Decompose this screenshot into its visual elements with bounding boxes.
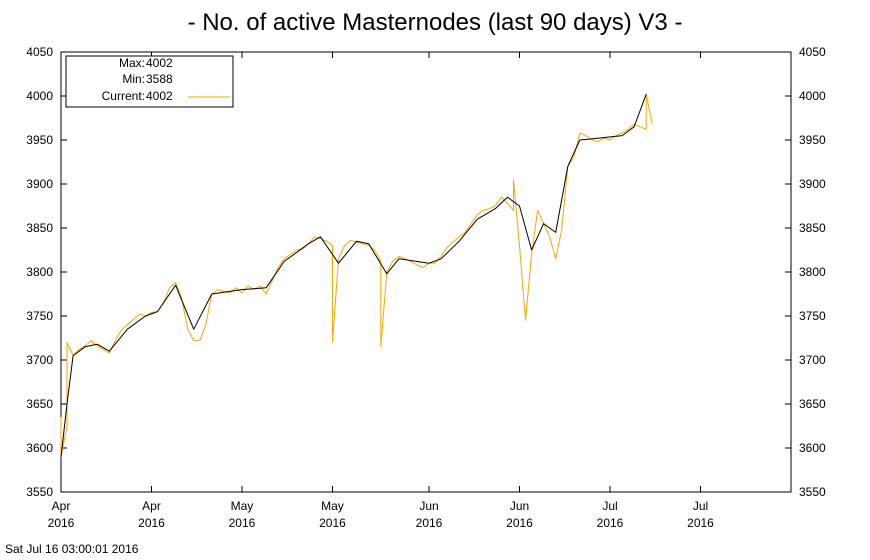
legend-max-label: Max: bbox=[119, 56, 145, 70]
y-tick-label-right: 3800 bbox=[799, 265, 826, 279]
x-tick-label-month: Apr bbox=[142, 499, 161, 513]
legend-min-value: 3588 bbox=[146, 72, 173, 86]
chart-title: - No. of active Masternodes (last 90 day… bbox=[188, 9, 683, 36]
y-tick-label-left: 3800 bbox=[26, 265, 53, 279]
x-tick-label-year: 2016 bbox=[319, 516, 346, 530]
x-tick-label-month: May bbox=[231, 499, 254, 513]
series-trend-line bbox=[60, 94, 647, 457]
x-tick-label-month: Apr bbox=[52, 499, 71, 513]
x-tick-label-year: 2016 bbox=[416, 516, 443, 530]
series-layer bbox=[60, 93, 653, 458]
x-tick-label-year: 2016 bbox=[597, 516, 624, 530]
y-tick-label-right: 4050 bbox=[799, 45, 826, 59]
footer-timestamp: Sat Jul 16 03:00:01 2016 bbox=[5, 542, 139, 556]
x-tick-label-year: 2016 bbox=[229, 516, 256, 530]
y-tick-label-right: 3600 bbox=[799, 441, 826, 455]
y-tick-label-right: 3950 bbox=[799, 133, 826, 147]
x-tick-label-year: 2016 bbox=[687, 516, 714, 530]
y-tick-label-left: 3550 bbox=[26, 485, 53, 499]
x-tick-label-year: 2016 bbox=[138, 516, 165, 530]
legend-current-label: Current: bbox=[102, 89, 145, 103]
y-tick-label-right: 3900 bbox=[799, 177, 826, 191]
y-tick-label-right: 4000 bbox=[799, 89, 826, 103]
y-tick-label-right: 3750 bbox=[799, 309, 826, 323]
y-tick-label-left: 4050 bbox=[26, 45, 53, 59]
y-tick-label-right: 3650 bbox=[799, 397, 826, 411]
legend: Max: 4002 Min: 3588 Current: 4002 bbox=[65, 55, 234, 108]
axis-ticks: 3550 3550 3600 3600 3650 3650 3700 3700 3750 3750… bbox=[26, 45, 826, 530]
y-tick-label-left: 3750 bbox=[26, 309, 53, 323]
y-tick-label-right: 3700 bbox=[799, 353, 826, 367]
legend-current-value: 4002 bbox=[146, 89, 173, 103]
x-tick-label-month: Jun bbox=[419, 499, 438, 513]
x-tick-label-month: May bbox=[321, 499, 344, 513]
y-tick-label-left: 3850 bbox=[26, 221, 53, 235]
x-tick-label-year: 2016 bbox=[48, 516, 75, 530]
y-tick-label-left: 3700 bbox=[26, 353, 53, 367]
legend-box bbox=[65, 55, 234, 108]
y-tick-label-left: 3900 bbox=[26, 177, 53, 191]
legend-min-label: Min: bbox=[122, 72, 145, 86]
plot-frame bbox=[60, 51, 792, 493]
y-tick-label-left: 3600 bbox=[26, 441, 53, 455]
legend-max-value: 4002 bbox=[146, 56, 173, 70]
y-tick-label-right: 3550 bbox=[799, 485, 826, 499]
x-tick-label-year: 2016 bbox=[506, 516, 533, 530]
y-tick-label-left: 3950 bbox=[26, 133, 53, 147]
y-tick-label-left: 3650 bbox=[26, 397, 53, 411]
series-current-line bbox=[60, 93, 653, 458]
y-tick-label-left: 4000 bbox=[26, 89, 53, 103]
x-tick-label-month: Jul bbox=[693, 499, 708, 513]
y-tick-label-right: 3850 bbox=[799, 221, 826, 235]
x-tick-label-month: Jul bbox=[602, 499, 617, 513]
x-tick-label-month: Jun bbox=[510, 499, 529, 513]
